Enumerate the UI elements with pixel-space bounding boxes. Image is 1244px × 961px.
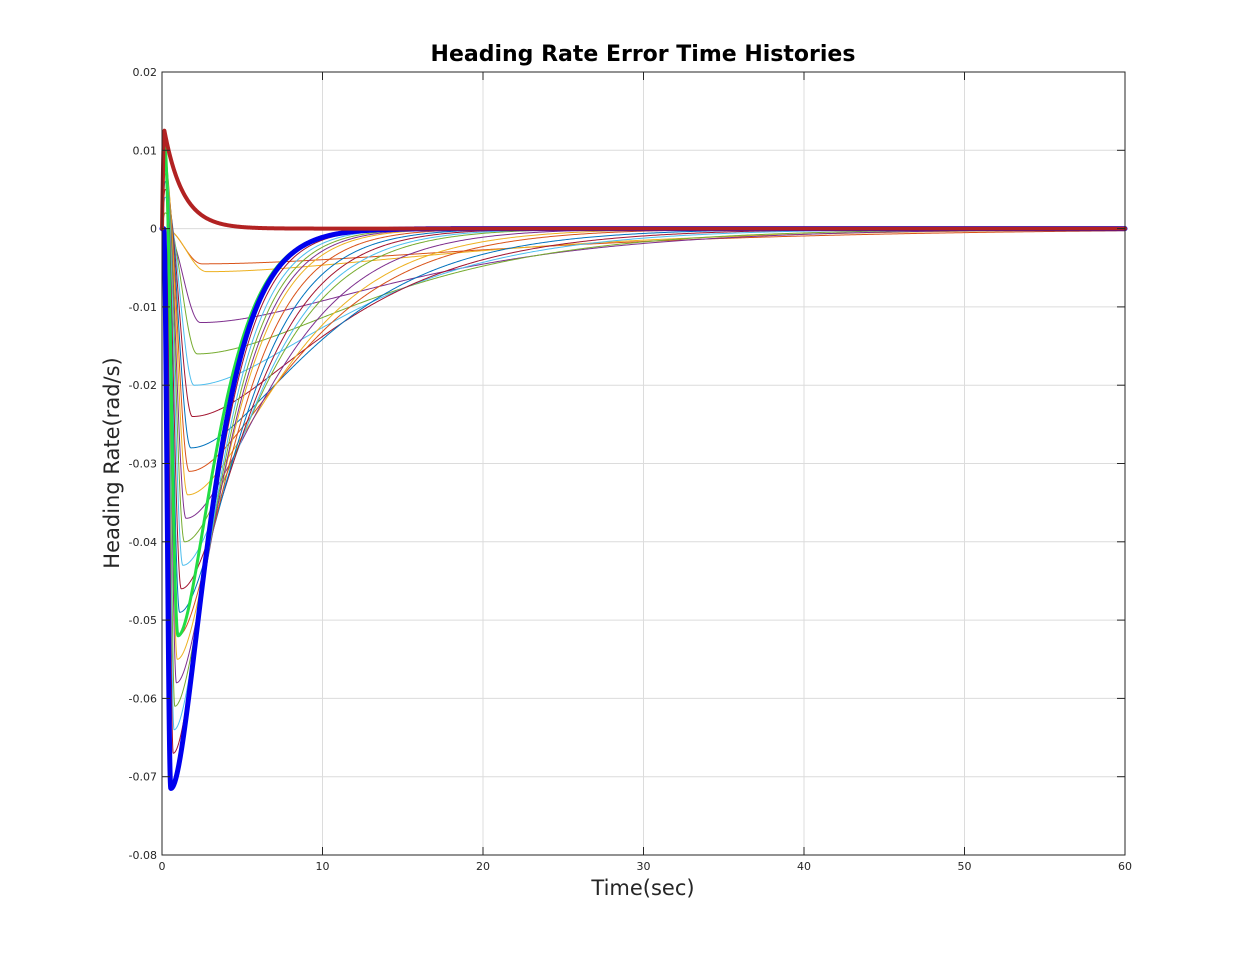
y-tick-label: 0 xyxy=(150,223,157,236)
series-line-3 xyxy=(161,228,1126,324)
y-tick-label: 0.01 xyxy=(133,144,158,157)
ticks: 0 10 20 30 40 50 60 -0.08 -0.07 -0.06 -0.05 -0.04 -0… xyxy=(129,66,1132,873)
y-axis-label: Heading Rate(rad/s) xyxy=(100,357,124,568)
x-tick-label: 10 xyxy=(316,860,330,873)
x-tick-label: 0 xyxy=(159,860,166,873)
x-tick-label: 40 xyxy=(797,860,811,873)
x-tick-label: 60 xyxy=(1118,860,1132,873)
y-tick-label: 0.02 xyxy=(133,66,158,79)
y-tick-label: -0.06 xyxy=(129,692,157,705)
x-axis-label: Time(sec) xyxy=(590,876,694,900)
x-tick-label: 30 xyxy=(637,860,651,873)
y-tick-label: -0.05 xyxy=(129,614,157,627)
y-tick-label: -0.01 xyxy=(129,301,157,314)
y-tick-label: -0.04 xyxy=(129,536,157,549)
x-tick-label: 20 xyxy=(476,860,490,873)
series-line-4 xyxy=(161,212,1126,355)
series-line-23 xyxy=(160,128,1127,231)
y-tick-label: -0.03 xyxy=(129,458,157,471)
series-group xyxy=(159,128,1128,791)
y-tick-label: -0.08 xyxy=(129,849,157,862)
x-tick-label: 50 xyxy=(958,860,972,873)
chart-title: Heading Rate Error Time Histories xyxy=(431,42,856,67)
y-tick-label: -0.02 xyxy=(129,379,157,392)
y-tick-label: -0.07 xyxy=(129,771,157,784)
